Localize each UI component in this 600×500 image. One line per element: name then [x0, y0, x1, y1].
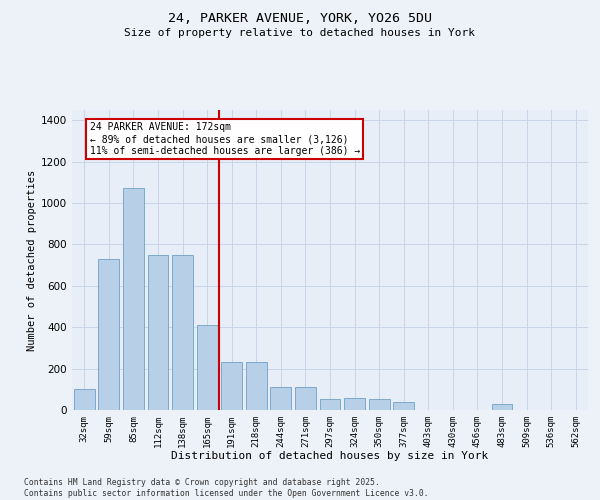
- Bar: [344, 398, 365, 410]
- Bar: [148, 255, 169, 410]
- Text: Contains HM Land Registry data © Crown copyright and database right 2025.
Contai: Contains HM Land Registry data © Crown c…: [24, 478, 428, 498]
- Bar: [123, 188, 144, 410]
- Bar: [221, 362, 242, 410]
- Bar: [197, 325, 218, 410]
- Bar: [320, 398, 340, 410]
- Text: 24, PARKER AVENUE, YORK, YO26 5DU: 24, PARKER AVENUE, YORK, YO26 5DU: [168, 12, 432, 26]
- Bar: [172, 255, 193, 410]
- Bar: [98, 259, 119, 410]
- Text: 24 PARKER AVENUE: 172sqm
← 89% of detached houses are smaller (3,126)
11% of sem: 24 PARKER AVENUE: 172sqm ← 89% of detach…: [89, 122, 360, 156]
- Bar: [295, 387, 316, 410]
- Bar: [368, 398, 389, 410]
- Bar: [393, 402, 414, 410]
- Bar: [271, 387, 292, 410]
- X-axis label: Distribution of detached houses by size in York: Distribution of detached houses by size …: [172, 452, 488, 462]
- Bar: [491, 404, 512, 410]
- Bar: [74, 390, 95, 410]
- Y-axis label: Number of detached properties: Number of detached properties: [27, 170, 37, 350]
- Text: Size of property relative to detached houses in York: Size of property relative to detached ho…: [125, 28, 476, 38]
- Bar: [246, 362, 267, 410]
